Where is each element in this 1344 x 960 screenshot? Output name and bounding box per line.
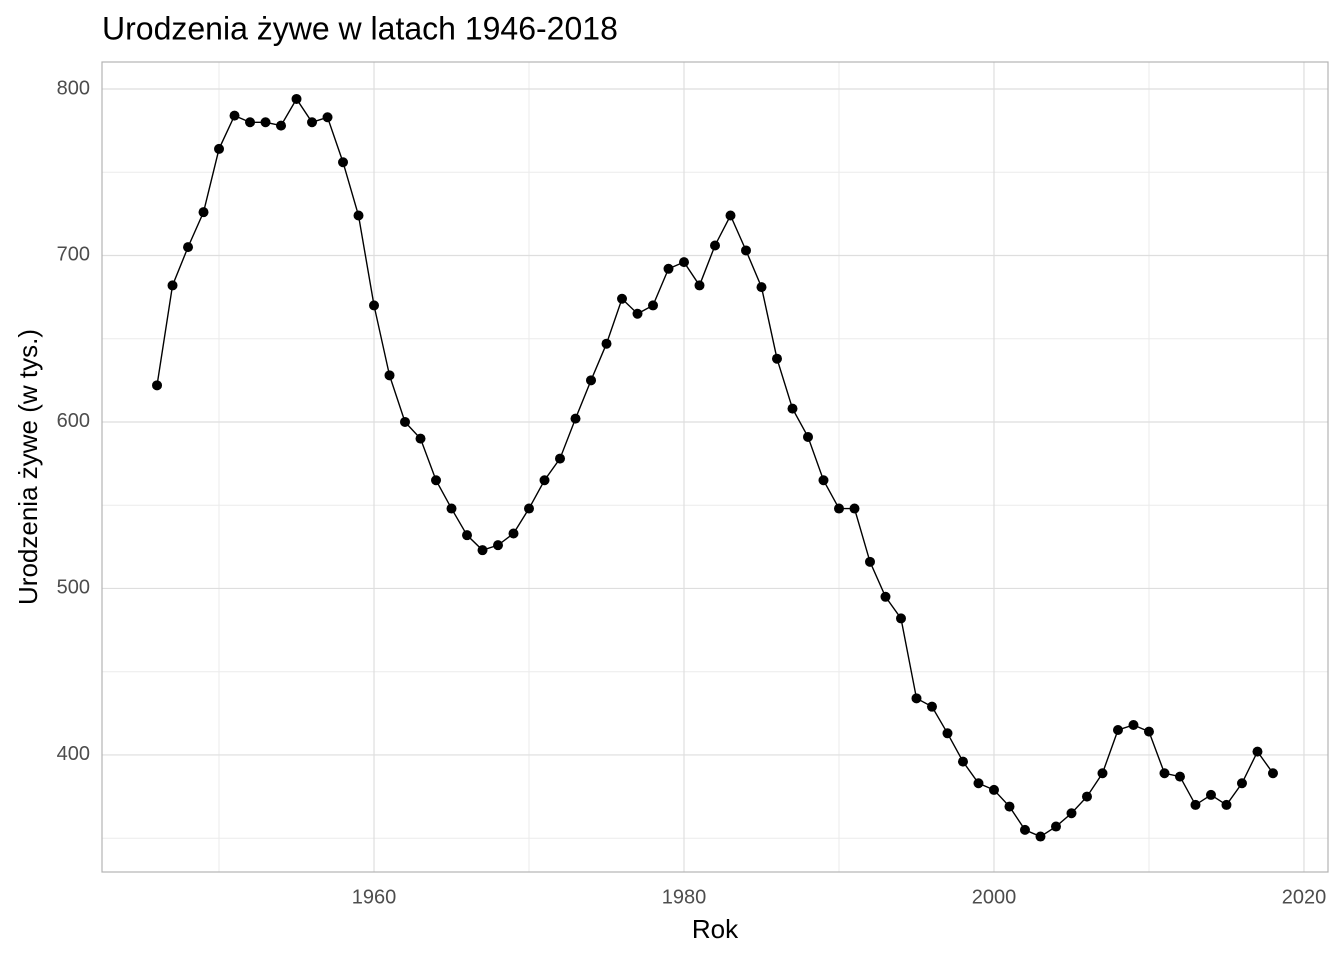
data-point — [988, 784, 999, 795]
data-point — [1066, 808, 1077, 819]
data-point — [648, 300, 659, 311]
data-point — [446, 503, 457, 514]
data-point — [229, 110, 240, 121]
data-point — [1174, 771, 1185, 782]
data-point — [307, 117, 318, 128]
data-point — [818, 475, 829, 486]
y-tick-label: 700 — [57, 244, 90, 266]
data-point — [322, 112, 333, 123]
data-point — [632, 308, 643, 319]
data-point — [1050, 821, 1061, 832]
data-point — [740, 245, 751, 256]
data-point — [415, 433, 426, 444]
data-point — [617, 293, 628, 304]
data-point — [601, 338, 612, 349]
data-point — [864, 556, 875, 567]
y-tick-label: 600 — [57, 410, 90, 432]
data-point — [1081, 791, 1092, 802]
y-tick-label: 500 — [57, 577, 90, 599]
data-point — [276, 120, 287, 131]
data-point — [338, 157, 349, 168]
data-point — [1252, 746, 1263, 757]
data-point — [1159, 768, 1170, 779]
data-point — [679, 257, 690, 268]
y-tick-label: 400 — [57, 743, 90, 765]
data-point — [694, 280, 705, 291]
data-point — [570, 413, 581, 424]
data-point — [802, 431, 813, 442]
data-point — [353, 210, 364, 221]
x-axis-label: Rok — [692, 914, 739, 944]
data-point — [973, 778, 984, 789]
data-point — [1019, 824, 1030, 835]
data-point — [1190, 799, 1201, 810]
series-line — [156, 97, 1274, 838]
data-point — [926, 701, 937, 712]
data-point — [1267, 768, 1278, 779]
data-point — [1128, 719, 1139, 730]
x-tick-label: 2000 — [972, 886, 1017, 908]
data-point — [1035, 831, 1046, 842]
data-point — [725, 210, 736, 221]
data-point — [1205, 789, 1216, 800]
chart-title: Urodzenia żywe w latach 1946-2018 — [102, 10, 618, 46]
x-tick-label: 1960 — [352, 886, 397, 908]
data-point — [756, 282, 767, 293]
x-tick-label: 1980 — [662, 886, 707, 908]
data-point — [555, 453, 566, 464]
data-point — [400, 416, 411, 427]
data-point — [431, 475, 442, 486]
data-point — [957, 756, 968, 767]
data-point — [849, 503, 860, 514]
data-point — [1143, 726, 1154, 737]
data-point — [152, 380, 163, 391]
data-point — [245, 117, 256, 128]
x-tick-label: 2020 — [1282, 886, 1327, 908]
data-point — [183, 242, 194, 253]
data-point — [911, 693, 922, 704]
data-point — [771, 353, 782, 364]
data-point — [787, 403, 798, 414]
data-point — [384, 370, 395, 381]
data-point — [710, 240, 720, 251]
data-point — [586, 375, 597, 386]
data-point — [1004, 801, 1015, 812]
data-point — [214, 143, 225, 154]
data-point — [895, 613, 906, 624]
data-point — [1221, 799, 1232, 810]
data-point — [539, 475, 550, 486]
data-point — [1097, 768, 1108, 779]
y-axis-label: Urodzenia żywe (w tys.) — [13, 329, 43, 605]
data-point — [369, 300, 380, 311]
data-point — [942, 728, 953, 739]
data-point — [477, 545, 488, 556]
data-point — [493, 540, 504, 551]
data-point — [880, 591, 891, 602]
data-point — [508, 528, 519, 539]
data-point — [198, 207, 209, 218]
data-point — [1112, 724, 1123, 735]
data-point — [1236, 778, 1247, 789]
data-point — [167, 280, 178, 291]
data-point — [524, 503, 535, 514]
panel-border — [101, 61, 1329, 873]
data-point — [663, 263, 674, 274]
y-tick-label: 800 — [57, 77, 90, 99]
data-point — [833, 503, 844, 514]
data-point — [462, 530, 473, 541]
data-point — [260, 117, 271, 128]
data-point — [291, 93, 302, 104]
